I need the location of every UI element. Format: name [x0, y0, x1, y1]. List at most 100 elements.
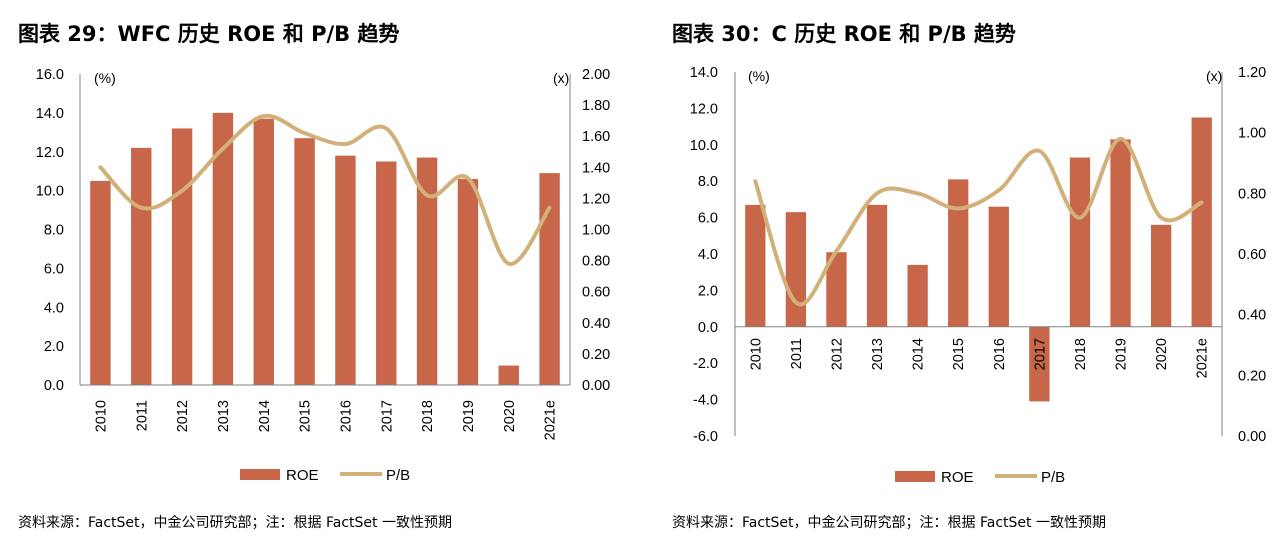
right-tick-label: 1.20: [1238, 65, 1266, 81]
legend-label-pb: P/B: [1041, 469, 1065, 486]
source-note: 资料来源：FactSet，中金公司研究部；注：根据 FactSet 一致性预期: [18, 515, 452, 531]
left-tick-label: 2.0: [698, 283, 718, 299]
roe-bar-2016: [988, 206, 1009, 327]
left-tick-label: 16.0: [36, 67, 64, 83]
right-tick-label: 0.00: [1238, 429, 1266, 445]
right-tick-label: 0.20: [582, 347, 610, 363]
category-label: 2020: [1154, 338, 1170, 370]
roe-bar-2019: [457, 178, 479, 385]
left-tick-label: 4.0: [698, 247, 718, 263]
category-label: 2018: [1073, 338, 1089, 370]
roe-bar-2021e: [1191, 117, 1212, 327]
left-tick-label: 0.0: [698, 320, 718, 336]
legend-swatch-roe: [895, 471, 935, 482]
roe-bar-2018: [1069, 157, 1091, 327]
roe-bar-2011: [785, 212, 807, 327]
right-tick-label: 0.60: [1238, 247, 1266, 263]
category-label: 2019: [1114, 338, 1130, 370]
roe-bar-2019: [1110, 139, 1131, 327]
category-label: 2010: [748, 338, 764, 370]
right-axis-unit: (x): [1206, 68, 1222, 84]
roe-bar-2010: [90, 180, 111, 385]
category-label: 2015: [298, 400, 314, 432]
left-tick-label: 2.0: [44, 339, 64, 355]
roe-bar-2012: [171, 128, 193, 386]
chart-title: 图表 29：WFC 历史 ROE 和 P/B 趋势: [18, 22, 400, 46]
left-tick-label: -4.0: [693, 393, 718, 409]
roe-bar-2021e: [539, 173, 560, 385]
category-label: 2017: [379, 400, 395, 432]
right-tick-label: 1.00: [582, 223, 610, 239]
roe-bar-2014: [907, 264, 928, 327]
right-tick-label: 2.00: [582, 67, 610, 83]
pb-line: [98, 113, 552, 266]
category-label: 2010: [93, 400, 109, 432]
right-tick-label: 0.40: [1238, 308, 1266, 324]
left-tick-label: 0.0: [44, 378, 64, 394]
legend-label-roe: ROE: [286, 467, 319, 484]
right-tick-label: 1.80: [582, 98, 610, 114]
left-tick-label: -2.0: [693, 356, 718, 372]
roe-bar-2012: [826, 252, 847, 327]
roe-bar-2020: [1150, 224, 1172, 327]
left-tick-label: -6.0: [693, 429, 718, 445]
left-tick-label: 10.0: [36, 184, 64, 200]
category-label: 2011: [789, 338, 805, 369]
chart-svg-c: -6.0 -4.0 -2.0 0.0 2.0 4.0 6.0 8.0 10.0 12.0 14.0 0…: [690, 65, 1266, 486]
category-label: 2020: [502, 400, 518, 432]
left-tick-label: 4.0: [44, 300, 64, 316]
legend-label-roe: ROE: [941, 469, 974, 486]
category-label: 2014: [911, 338, 927, 370]
roe-bar-2017: [1029, 326, 1050, 402]
category-label: 2012: [829, 338, 845, 370]
chart-panel-wfc: 图表 29：WFC 历史 ROE 和 P/B 趋势 0.0 2.0 4.0 6.0 8.…: [18, 22, 610, 531]
chart-panel-c: 图表 30：C 历史 ROE 和 P/B 趋势 -6.0 -4.0 -2.0 0.0 2…: [642, 0, 1284, 540]
right-tick-label: 0.00: [582, 378, 610, 394]
category-label: 2019: [461, 400, 477, 432]
roe-bar-2014: [253, 118, 274, 386]
category-label: 2016: [992, 338, 1008, 370]
left-tick-label: 12.0: [690, 101, 718, 117]
category-label: 2018: [420, 400, 436, 432]
category-label: 2021e: [1195, 338, 1211, 378]
right-tick-label: 0.40: [582, 316, 610, 332]
roe-bar-2015: [294, 138, 315, 385]
right-tick-label: 1.40: [582, 160, 610, 176]
pb-line: [753, 136, 1204, 307]
right-tick-label: 0.80: [582, 254, 610, 270]
chart-title: 图表 30：C 历史 ROE 和 P/B 趋势: [672, 22, 1016, 46]
right-tick-label: 0.20: [1238, 368, 1266, 384]
roe-bar-2017: [376, 161, 397, 385]
left-tick-label: 10.0: [690, 138, 718, 154]
right-tick-label: 0.60: [582, 285, 610, 301]
legend-swatch-roe: [240, 469, 280, 480]
legend-label-pb: P/B: [386, 467, 410, 484]
left-tick-label: 14.0: [690, 65, 718, 81]
left-tick-label: 8.0: [44, 223, 64, 239]
category-label: 2017: [1032, 338, 1048, 370]
roe-bar-2018: [416, 157, 438, 385]
right-tick-label: 1.20: [582, 191, 610, 207]
left-axis-unit: (%): [748, 68, 770, 84]
category-label: 2014: [257, 400, 273, 432]
left-tick-label: 8.0: [698, 174, 718, 190]
category-label: 2012: [175, 400, 191, 432]
category-label: 2013: [216, 400, 232, 432]
category-label: 2021e: [543, 400, 559, 440]
left-axis-unit: (%): [94, 70, 116, 86]
source-note: 资料来源：FactSet，中金公司研究部；注：根据 FactSet 一致性预期: [672, 515, 1106, 531]
category-label: 2016: [338, 400, 354, 432]
right-axis-unit: (x): [553, 70, 569, 86]
roe-bar-2011: [131, 147, 152, 385]
roe-bar-2010: [745, 204, 766, 327]
category-label: 2013: [870, 338, 886, 370]
right-tick-label: 1.00: [1238, 126, 1266, 142]
left-tick-label: 12.0: [36, 145, 64, 161]
right-tick-label: 1.60: [582, 129, 610, 145]
roe-bar-2013: [866, 204, 888, 327]
left-tick-label: 6.0: [44, 261, 64, 277]
roe-bar-2013: [212, 112, 234, 385]
roe-bar-2016: [335, 155, 356, 385]
left-tick-label: 14.0: [36, 106, 64, 122]
category-label: 2015: [951, 338, 967, 370]
